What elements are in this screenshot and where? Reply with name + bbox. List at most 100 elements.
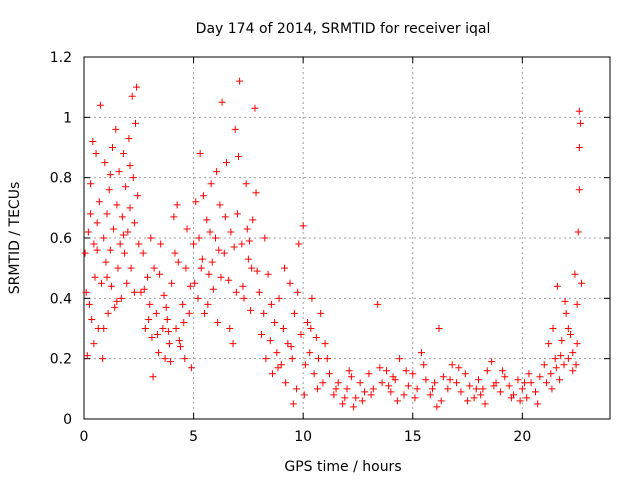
data-point	[385, 382, 393, 390]
data-point	[304, 318, 312, 326]
data-point	[165, 340, 173, 348]
data-point	[431, 379, 439, 387]
data-point	[114, 264, 122, 272]
data-point	[128, 92, 136, 100]
data-point	[266, 337, 274, 345]
data-point	[111, 303, 119, 311]
data-point	[312, 334, 320, 342]
data-point	[548, 385, 556, 393]
data-point	[330, 391, 338, 399]
data-point	[146, 300, 154, 308]
data-point	[343, 385, 351, 393]
data-point	[196, 150, 204, 158]
data-point	[235, 153, 243, 161]
data-point	[282, 379, 290, 387]
data-point	[284, 340, 292, 348]
plot-frame	[83, 56, 611, 420]
y-tick-label: 0.2	[50, 352, 72, 368]
data-point	[564, 325, 572, 332]
data-point	[470, 394, 478, 402]
data-point	[271, 318, 279, 326]
data-point	[561, 297, 569, 305]
data-point	[393, 397, 401, 405]
data-point	[222, 159, 230, 167]
data-point	[183, 225, 191, 233]
data-point	[545, 340, 553, 348]
data-point	[325, 370, 333, 378]
data-point	[101, 159, 109, 167]
data-point	[100, 325, 108, 332]
data-point	[378, 379, 386, 387]
data-point	[98, 279, 106, 287]
data-point	[217, 273, 225, 281]
data-point	[428, 385, 436, 393]
data-point	[255, 288, 263, 296]
data-point	[118, 213, 126, 221]
data-point	[448, 361, 456, 369]
data-point	[315, 355, 323, 363]
data-point	[560, 361, 568, 369]
data-point	[110, 225, 118, 233]
data-point	[571, 270, 579, 278]
data-point	[252, 189, 260, 197]
data-point	[130, 288, 138, 296]
data-point	[93, 219, 101, 227]
data-point	[207, 180, 215, 188]
data-point	[310, 370, 318, 378]
data-point	[356, 379, 364, 387]
data-point	[479, 385, 487, 393]
data-point	[542, 379, 550, 387]
data-point	[531, 388, 539, 396]
data-point	[218, 98, 226, 106]
data-point	[286, 279, 294, 287]
data-point	[332, 385, 340, 393]
data-point	[347, 373, 355, 381]
data-point	[115, 168, 123, 176]
data-point	[134, 192, 142, 200]
y-tick-label: 0.8	[50, 171, 72, 187]
data-point	[501, 373, 509, 381]
data-point	[527, 379, 535, 387]
data-point	[140, 285, 148, 293]
data-point	[507, 394, 515, 402]
data-point	[437, 397, 445, 405]
data-point	[170, 213, 178, 221]
data-point	[245, 237, 253, 245]
chart-title: Day 174 of 2014, SRMTID for receiver iqa…	[196, 21, 491, 37]
data-point	[402, 367, 410, 375]
data-point	[279, 325, 287, 332]
data-point	[260, 309, 268, 317]
data-point	[153, 331, 161, 339]
data-point	[562, 309, 570, 317]
data-point	[248, 264, 256, 272]
data-point	[238, 240, 246, 248]
data-point	[466, 382, 474, 390]
data-point	[240, 294, 248, 302]
data-point	[190, 240, 198, 248]
data-point	[374, 300, 382, 308]
data-point	[156, 270, 164, 278]
data-point	[249, 216, 257, 224]
data-point	[117, 294, 125, 302]
data-point	[308, 294, 316, 302]
data-point	[301, 361, 309, 369]
data-point	[294, 288, 302, 296]
data-point	[262, 355, 270, 363]
data-point	[87, 180, 95, 188]
data-point	[323, 355, 331, 363]
data-point	[345, 367, 353, 375]
data-point	[361, 388, 369, 396]
data-point	[525, 370, 533, 378]
data-point	[105, 186, 113, 194]
data-point	[464, 397, 472, 405]
data-point	[208, 258, 216, 266]
data-point	[400, 391, 408, 399]
data-point	[453, 379, 461, 387]
data-point	[213, 168, 221, 176]
data-point	[352, 394, 360, 402]
data-point	[300, 391, 308, 399]
data-point	[551, 355, 559, 363]
data-points	[81, 77, 586, 411]
data-point	[236, 77, 244, 85]
data-point	[176, 343, 184, 351]
